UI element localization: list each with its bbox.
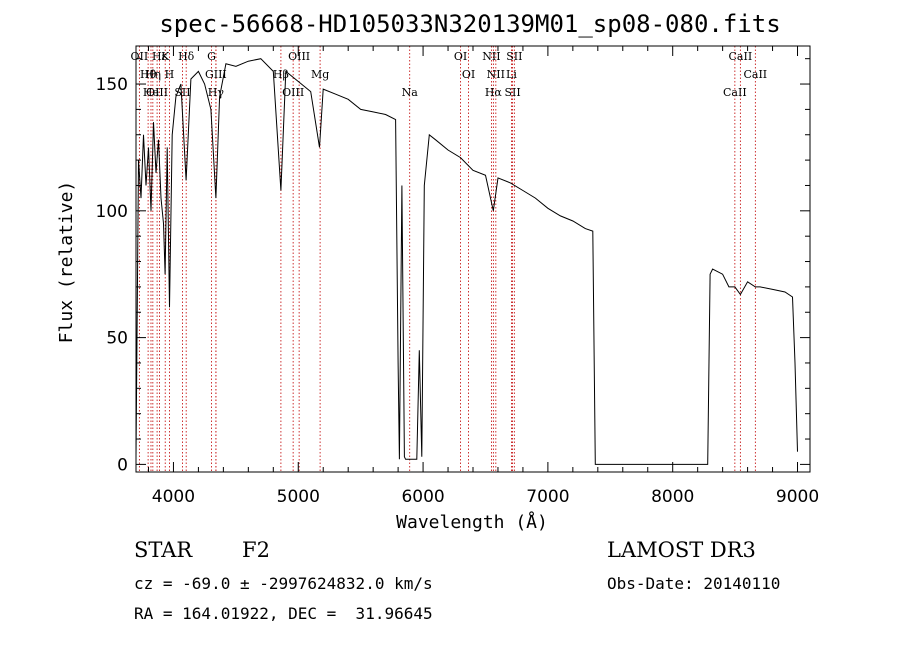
survey-name: LAMOST DR3	[607, 538, 756, 562]
y-tick-label: 0	[117, 455, 128, 475]
line-marker-label: H	[165, 68, 175, 81]
line-marker-label: Hθ	[140, 68, 157, 81]
coordinates: RA = 164.01922, DEC = 31.96645	[134, 604, 433, 623]
line-marker-label: Hε	[152, 50, 168, 63]
y-axis-ticks: 0 50 100 150	[96, 58, 810, 475]
line-marker-label: SII	[504, 86, 520, 99]
x-axis-ticks: 4000 5000 6000 7000 8000 9000	[147, 46, 819, 507]
line-marker-label: CaII	[723, 86, 747, 99]
line-marker-label: Hα	[485, 86, 503, 99]
object-subclass: F2	[242, 538, 270, 562]
line-marker-label: SII	[506, 50, 522, 63]
line-marker-label: Hδ	[178, 50, 195, 63]
line-marker-label: Hη	[145, 68, 161, 81]
line-marker-label: Hβ	[273, 68, 289, 81]
line-marker-label: OII	[131, 50, 149, 63]
line-marker-label: NII	[482, 50, 500, 63]
line-marker-label: G	[207, 50, 216, 63]
x-tick-label: 5000	[277, 487, 320, 507]
line-marker-label: GIII	[205, 68, 227, 81]
x-tick-label: 8000	[651, 487, 694, 507]
line-marker-label: OIII	[146, 86, 168, 99]
line-marker-label: OIII	[288, 50, 310, 63]
line-marker-label: OI	[454, 50, 467, 63]
redshift-line: cz = -69.0 ± -2997624832.0 km/s	[134, 574, 433, 593]
spectrum-line	[135, 58, 798, 465]
line-marker-label: OI	[462, 68, 475, 81]
y-tick-label: 50	[106, 329, 128, 349]
line-marker-label: CaII	[743, 68, 767, 81]
x-tick-label: 9000	[776, 487, 819, 507]
object-class: STAR	[134, 538, 193, 562]
line-marker-label: Li	[506, 68, 517, 81]
line-marker-label: K	[161, 50, 170, 63]
line-marker-label: SII	[174, 86, 190, 99]
line-marker-label: Hγ	[208, 86, 225, 99]
line-marker-label: OIII	[282, 86, 304, 99]
line-marker-label: Mg	[311, 68, 329, 81]
line-marker-label: Na	[402, 86, 419, 99]
chart-title: spec-56668-HD105033N320139M01_sp08-080.f…	[159, 10, 780, 38]
obs-date: Obs-Date: 20140110	[607, 574, 781, 593]
line-marker-label: He	[143, 86, 159, 99]
x-tick-label: 4000	[152, 487, 195, 507]
x-axis-label: Wavelength (Å)	[396, 511, 548, 533]
line-marker-label: CaII	[729, 50, 753, 63]
line-marker-labels: OIIHθOIIIHεHηHeKHSIIHδGIIIHγGHβOIIIOIIIM…	[131, 50, 768, 99]
y-tick-label: 100	[96, 202, 128, 222]
y-axis-label: Flux (relative)	[56, 181, 77, 344]
line-markers	[138, 46, 756, 472]
x-tick-label: 7000	[526, 487, 569, 507]
y-tick-label: 150	[96, 75, 128, 95]
line-marker-label: NII	[487, 68, 505, 81]
x-tick-label: 6000	[401, 487, 444, 507]
